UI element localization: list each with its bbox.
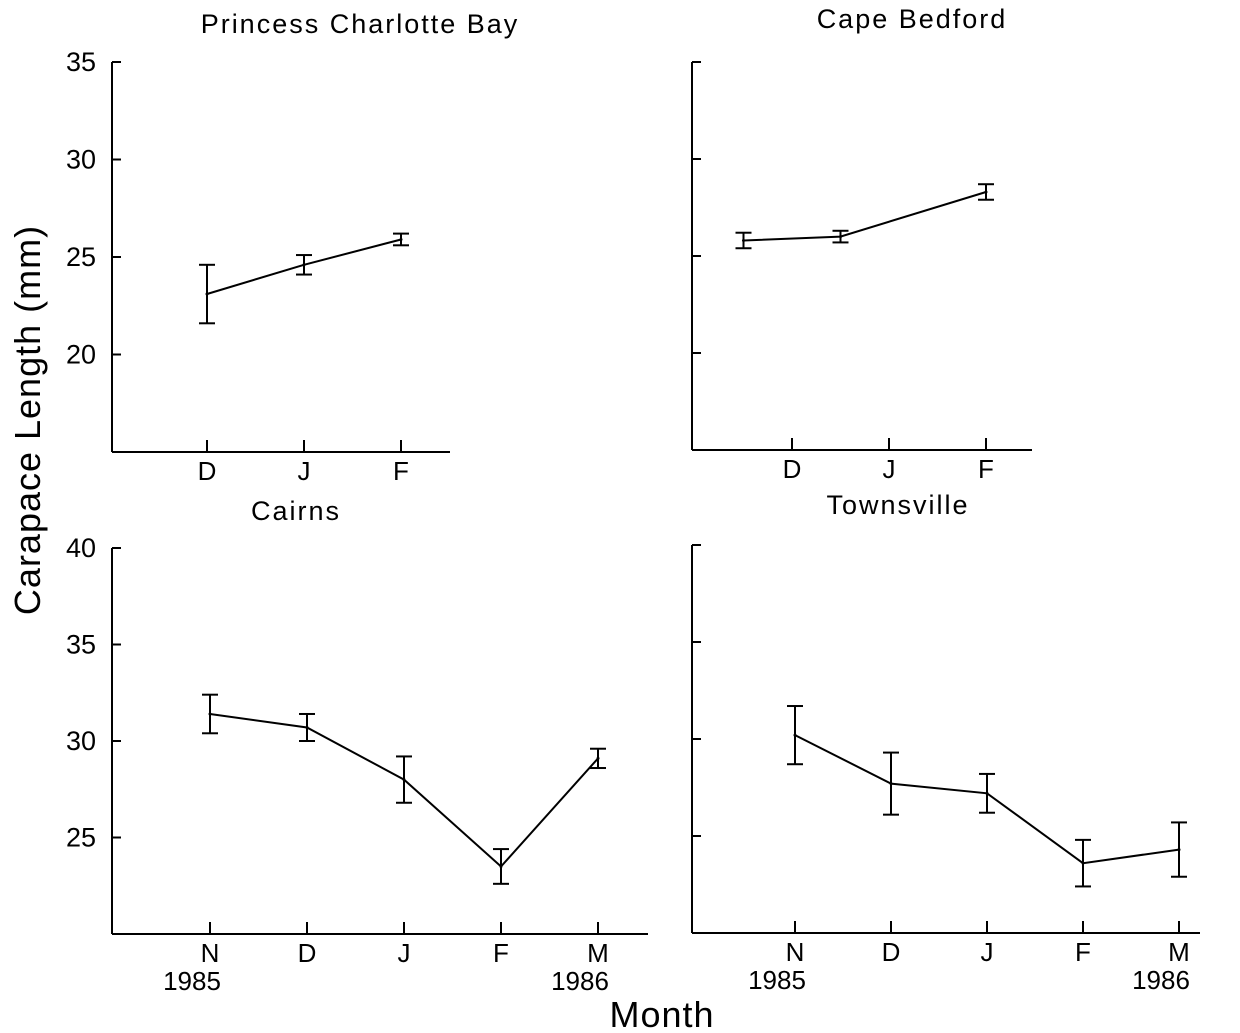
x-tick-label: J — [298, 456, 311, 486]
data-point — [1081, 861, 1085, 865]
y-tick-label: 25 — [66, 823, 96, 853]
x-tick-label: M — [1168, 937, 1190, 967]
data-point — [596, 756, 600, 760]
x-tick-label: F — [393, 456, 409, 486]
x-axis-label: Month — [609, 994, 714, 1033]
panel-title: Cairns — [251, 496, 341, 526]
data-point — [402, 778, 406, 782]
x-tick-label: M — [587, 938, 609, 968]
panel-title: Townsville — [826, 490, 969, 520]
y-tick-label: 30 — [66, 145, 96, 175]
x-year-label: 1985 — [163, 966, 221, 996]
chart-panel-1: Cape Bedford D J F — [691, 4, 1032, 484]
data-point — [793, 733, 797, 737]
x-tick-label: F — [493, 938, 509, 968]
data-point — [205, 292, 209, 296]
y-tick-label: 20 — [66, 340, 96, 370]
data-point — [839, 235, 842, 239]
data-point — [985, 791, 989, 795]
x-tick-label: D — [882, 937, 901, 967]
y-tick-label: 25 — [66, 242, 96, 272]
x-tick-label: D — [198, 456, 217, 486]
x-year-label: 1986 — [551, 966, 609, 996]
data-point — [499, 864, 503, 868]
x-tick-label: D — [783, 454, 802, 484]
x-tick-label: J — [981, 937, 994, 967]
data-point — [305, 725, 309, 729]
panel-title: Princess Charlotte Bay — [201, 9, 520, 39]
y-tick-label: 30 — [66, 726, 96, 756]
x-year-label: 1986 — [1132, 965, 1190, 995]
x-tick-label: J — [883, 454, 896, 484]
data-point — [984, 190, 988, 194]
y-axis-label: Carapace Length (mm) — [7, 225, 48, 615]
x-tick-label: N — [201, 938, 220, 968]
series-line — [743, 191, 987, 242]
data-point — [742, 238, 745, 242]
data-point — [302, 263, 306, 267]
data-point — [208, 712, 212, 716]
y-tick-label: 35 — [66, 630, 96, 660]
data-point — [889, 782, 893, 786]
chart-panel-0: Princess Charlotte Bay 20 25 30 35 D J F — [66, 9, 520, 486]
x-tick-label: N — [786, 937, 805, 967]
data-point — [1177, 848, 1181, 852]
data-point — [399, 237, 403, 241]
x-tick-label: F — [978, 454, 994, 484]
y-tick-label: 35 — [66, 47, 96, 77]
panel-title: Cape Bedford — [817, 4, 1008, 34]
x-tick-label: F — [1075, 937, 1091, 967]
y-tick-label: 40 — [66, 533, 96, 563]
x-tick-label: J — [398, 938, 411, 968]
x-tick-label: D — [298, 938, 317, 968]
x-year-label: 1985 — [748, 965, 806, 995]
